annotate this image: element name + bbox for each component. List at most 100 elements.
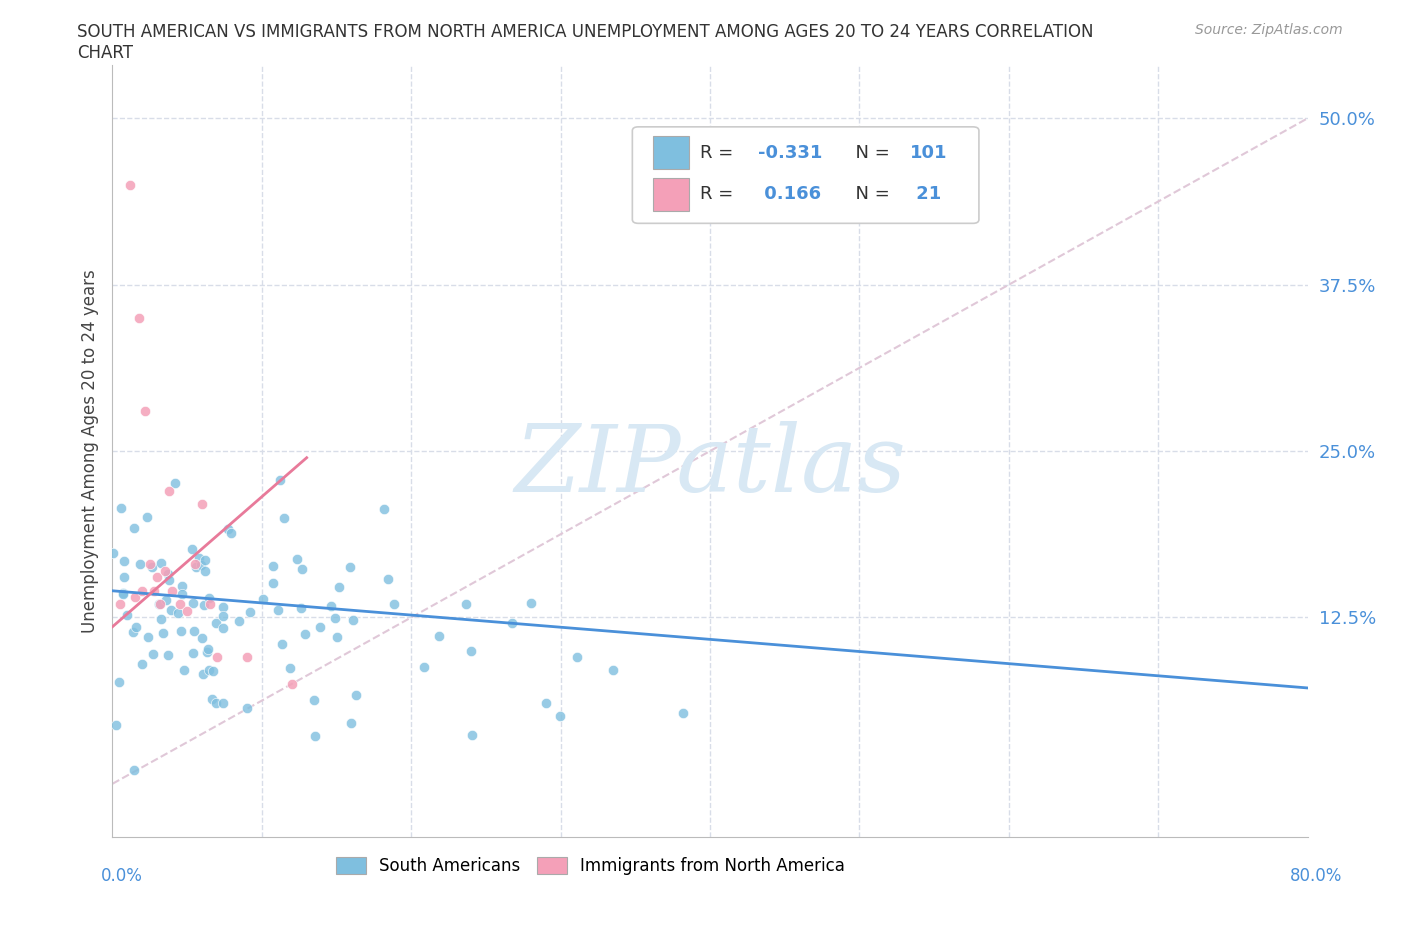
Point: [146, 570, 169, 585]
Point: [671, 706, 693, 721]
Point: [165, 475, 187, 490]
Point: [191, 667, 214, 682]
Point: [111, 586, 134, 601]
Point: [139, 557, 162, 572]
Point: [328, 579, 350, 594]
Point: [112, 553, 135, 568]
Point: [198, 663, 221, 678]
Point: [304, 693, 326, 708]
Point: [183, 623, 205, 638]
Point: [169, 597, 191, 612]
Point: [262, 558, 284, 573]
Point: [534, 696, 557, 711]
Point: [212, 600, 235, 615]
Point: [156, 567, 179, 582]
Point: [373, 502, 395, 517]
Point: [205, 616, 228, 631]
Point: [344, 687, 367, 702]
Point: [323, 610, 346, 625]
Point: [162, 583, 183, 598]
Point: [271, 637, 294, 652]
Point: [187, 551, 209, 565]
Point: [101, 545, 124, 560]
Point: [128, 556, 150, 571]
Point: [141, 560, 163, 575]
Text: ZIPatlas: ZIPatlas: [515, 421, 905, 512]
Point: [152, 626, 174, 641]
Point: [141, 646, 163, 661]
Point: [280, 660, 302, 675]
Point: [124, 763, 146, 777]
Text: CHART: CHART: [77, 44, 134, 61]
Point: [342, 613, 364, 628]
Point: [198, 591, 221, 605]
Point: [143, 583, 166, 598]
Point: [326, 630, 349, 644]
Point: [110, 500, 132, 515]
FancyBboxPatch shape: [652, 137, 689, 169]
Point: [205, 696, 228, 711]
Point: [266, 603, 288, 618]
Point: [176, 604, 198, 618]
Text: N =: N =: [844, 185, 896, 204]
Point: [339, 716, 361, 731]
Point: [157, 573, 180, 588]
Point: [285, 551, 308, 566]
Point: [198, 597, 221, 612]
Point: [382, 596, 405, 611]
Point: [308, 619, 330, 634]
Point: [149, 556, 172, 571]
Text: N =: N =: [844, 143, 896, 162]
Point: [273, 511, 295, 525]
Point: [193, 598, 215, 613]
Point: [149, 597, 172, 612]
Text: SOUTH AMERICAN VS IMMIGRANTS FROM NORTH AMERICA UNEMPLOYMENT AMONG AGES 20 TO 24: SOUTH AMERICAN VS IMMIGRANTS FROM NORTH …: [77, 23, 1094, 41]
Text: R =: R =: [700, 143, 740, 162]
Point: [291, 562, 314, 577]
Point: [252, 591, 274, 606]
Point: [131, 583, 153, 598]
Point: [131, 656, 153, 671]
Point: [122, 521, 145, 536]
Point: [138, 630, 160, 644]
Point: [183, 557, 205, 572]
Point: [239, 604, 262, 619]
Point: [550, 709, 572, 724]
Point: [181, 596, 204, 611]
Point: [190, 558, 212, 573]
Point: [160, 603, 183, 618]
Text: R =: R =: [700, 185, 740, 204]
Point: [321, 599, 343, 614]
Text: 0.166: 0.166: [758, 185, 821, 204]
Text: 101: 101: [910, 143, 948, 162]
Point: [212, 695, 235, 710]
Point: [201, 692, 224, 707]
Point: [149, 612, 172, 627]
Point: [124, 590, 146, 604]
Point: [219, 525, 242, 540]
Point: [519, 595, 541, 610]
Point: [212, 620, 235, 635]
FancyBboxPatch shape: [633, 126, 979, 223]
Point: [122, 624, 145, 639]
Point: [184, 559, 207, 574]
Point: [191, 497, 214, 512]
Point: [269, 472, 291, 487]
Legend: South Americans, Immigrants from North America: South Americans, Immigrants from North A…: [336, 857, 845, 875]
Point: [413, 659, 436, 674]
Point: [108, 597, 131, 612]
Text: 80.0%: 80.0%: [1291, 867, 1343, 885]
Text: -0.331: -0.331: [758, 143, 823, 162]
Point: [112, 569, 135, 584]
Point: [107, 674, 129, 689]
Point: [169, 623, 191, 638]
Point: [173, 662, 195, 677]
Point: [294, 627, 316, 642]
Point: [155, 592, 177, 607]
Point: [202, 664, 225, 679]
Point: [120, 178, 142, 193]
Point: [304, 728, 326, 743]
Point: [212, 608, 235, 623]
Point: [236, 650, 259, 665]
Text: 0.0%: 0.0%: [101, 867, 143, 885]
